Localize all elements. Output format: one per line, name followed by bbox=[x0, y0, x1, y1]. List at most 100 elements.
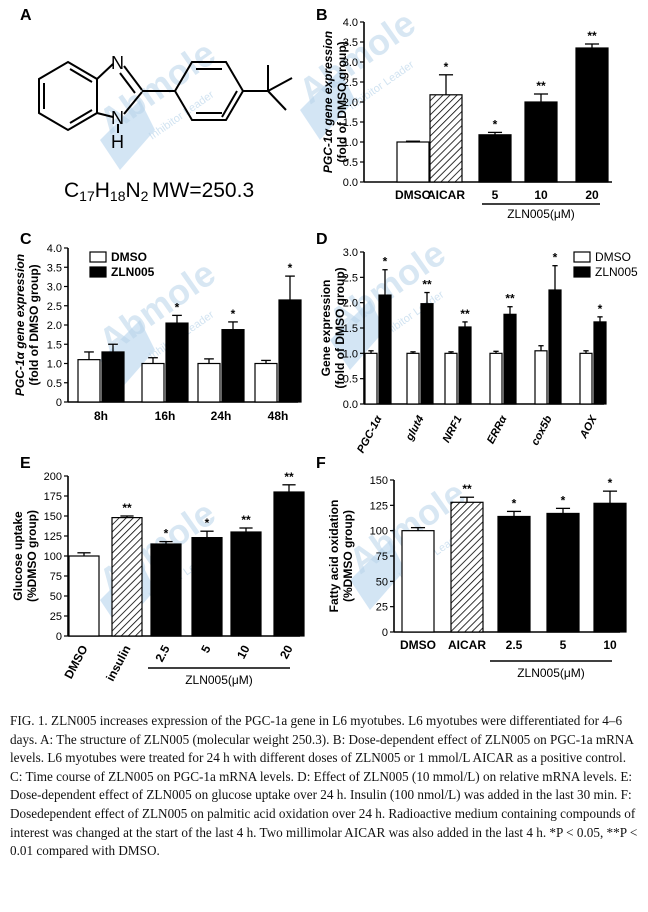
bar bbox=[111, 516, 143, 637]
x-category-label: 5 bbox=[492, 188, 499, 202]
significance-label: ** bbox=[241, 513, 251, 527]
x-category-label: DMSO bbox=[400, 638, 436, 652]
bond bbox=[119, 72, 136, 94]
y-tick-label: 0.5 bbox=[47, 378, 62, 390]
significance-label: ** bbox=[284, 470, 294, 484]
y-tick-label: 125 bbox=[370, 500, 388, 512]
panel-letter-a: A bbox=[20, 7, 32, 24]
significance-label: ** bbox=[536, 79, 546, 93]
bar bbox=[68, 555, 100, 637]
bar bbox=[503, 313, 517, 405]
watermark-logo-icon bbox=[300, 70, 355, 140]
bar bbox=[524, 101, 558, 183]
bar bbox=[230, 531, 262, 637]
legend-swatch bbox=[89, 266, 107, 278]
y-tick-label: 100 bbox=[44, 551, 62, 563]
legend-swatch bbox=[573, 266, 591, 278]
group-label: ZLN005(μM) bbox=[517, 666, 585, 680]
y-tick-label: 50 bbox=[50, 591, 62, 603]
significance-label: * bbox=[383, 255, 388, 269]
bar bbox=[450, 501, 484, 633]
bar bbox=[150, 543, 182, 637]
bond bbox=[123, 91, 143, 115]
bar bbox=[489, 352, 503, 405]
bond bbox=[96, 63, 114, 80]
bar bbox=[364, 352, 378, 405]
bar bbox=[378, 294, 392, 405]
panel-letter-e: E bbox=[20, 455, 31, 472]
atom-n-top: N bbox=[111, 53, 124, 73]
y-tick-label: 125 bbox=[44, 531, 62, 543]
x-category-label: glut4 bbox=[403, 414, 426, 444]
zln005-structure bbox=[38, 60, 293, 133]
bond bbox=[267, 77, 293, 92]
bond bbox=[69, 109, 93, 124]
y-tick-label: 1.0 bbox=[343, 137, 358, 149]
y-tick-label: 0 bbox=[56, 631, 62, 643]
chart-c-pgc1a-time: 0 0.5 1.0 1.5 2.0 2.5 3.0 3.5 4.0 PGC-1α gene exp… bbox=[13, 243, 302, 423]
chart-f-fatty-acid-oxidation: 0 25 50 75 100 125 150 Fatty acid oxidation(%DM… bbox=[327, 475, 627, 652]
y-tick-label: 0 bbox=[56, 397, 62, 409]
y-tick-label: 2.5 bbox=[343, 272, 358, 284]
significance-label: ** bbox=[587, 29, 597, 43]
bar bbox=[534, 350, 548, 405]
y-axis-label-line: (fold of DMSO group) bbox=[333, 267, 347, 388]
significance-label: * bbox=[598, 302, 603, 316]
significance-label: * bbox=[205, 516, 210, 530]
atom-n-bottom: N bbox=[111, 108, 124, 128]
x-category-label: NRF1 bbox=[441, 414, 465, 445]
x-category-label: AOX bbox=[577, 413, 600, 441]
y-axis-label-line: (%DMSO group) bbox=[25, 510, 39, 602]
y-tick-label: 0.0 bbox=[343, 399, 358, 411]
atom-h: H bbox=[111, 132, 124, 152]
panel-a: A N N H bbox=[20, 7, 293, 204]
y-tick-label: 0.5 bbox=[343, 374, 358, 386]
bar bbox=[101, 351, 125, 403]
x-category-label: 48h bbox=[268, 409, 289, 423]
y-axis-label-line: (fold of DMSO group) bbox=[335, 41, 349, 162]
bar bbox=[141, 362, 165, 403]
bar bbox=[191, 536, 223, 637]
y-axis-label-line: (fold of DMSO group) bbox=[27, 264, 41, 385]
group-label: ZLN005(μM) bbox=[185, 673, 253, 687]
y-tick-label: 200 bbox=[44, 471, 62, 483]
watermark-logo-icon bbox=[350, 540, 405, 610]
x-category-label: cox5b bbox=[529, 414, 555, 448]
y-axis-label: PGC-1α gene expression(fold of DMSO grou… bbox=[13, 254, 41, 396]
bond bbox=[69, 68, 93, 83]
panel-letter-c: C bbox=[20, 231, 32, 248]
x-category-label: 20 bbox=[277, 643, 296, 662]
legend-label: DMSO bbox=[595, 250, 631, 264]
y-tick-label: 1.5 bbox=[47, 339, 62, 351]
bar bbox=[278, 299, 302, 403]
bar bbox=[273, 491, 305, 637]
y-axis-label-line: Fatty acid oxidation bbox=[327, 500, 341, 613]
significance-label: * bbox=[231, 307, 236, 321]
panel-letter-f: F bbox=[316, 455, 326, 472]
significance-label: ** bbox=[122, 501, 132, 515]
benzene-ring bbox=[38, 60, 98, 132]
bar bbox=[401, 530, 435, 633]
x-category-label: 8h bbox=[94, 409, 108, 423]
y-tick-label: 0.5 bbox=[343, 157, 358, 169]
y-tick-label: 2.5 bbox=[343, 77, 358, 89]
bar bbox=[406, 352, 420, 405]
legend-label: ZLN005 bbox=[111, 265, 155, 279]
x-category-label: ERRα bbox=[485, 413, 510, 446]
y-tick-label: 3.5 bbox=[47, 262, 62, 274]
y-tick-label: 4.0 bbox=[47, 243, 62, 255]
figure-canvas: Abmole Inhibitor Leader Abmole Inhibitor… bbox=[11, 2, 638, 687]
y-tick-label: 1.0 bbox=[343, 348, 358, 360]
panel-letter-d: D bbox=[316, 231, 328, 248]
y-tick-label: 150 bbox=[44, 511, 62, 523]
y-tick-label: 2.0 bbox=[47, 320, 62, 332]
significance-label: * bbox=[444, 60, 449, 74]
bar bbox=[458, 326, 472, 405]
y-tick-label: 2.5 bbox=[47, 301, 62, 313]
y-tick-label: 3.0 bbox=[343, 57, 358, 69]
bond bbox=[267, 90, 287, 111]
group-label: ZLN005(μM) bbox=[507, 207, 575, 221]
legend-swatch bbox=[573, 251, 591, 263]
x-category-label: AICAR bbox=[427, 188, 465, 202]
x-category-label: 10 bbox=[234, 643, 253, 662]
